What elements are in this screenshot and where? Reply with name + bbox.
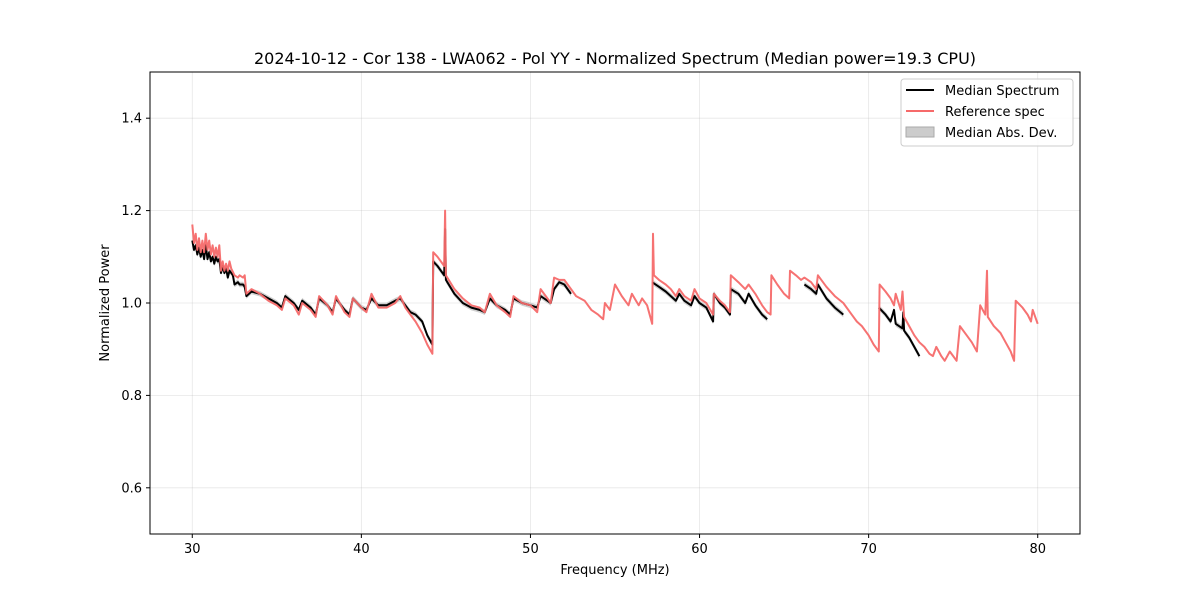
legend-box: [900, 78, 1074, 147]
y-axis-label: Normalized Power: [98, 244, 113, 362]
y-tick-label: 1.0: [121, 297, 142, 312]
y-axis-ticks: 0.6 0.8 1.0 1.2 1.4: [121, 112, 150, 496]
x-tick-label: 30: [184, 542, 201, 557]
x-tick-label: 50: [522, 542, 539, 557]
median-spectrum-line: [651, 281, 768, 323]
x-tick-label: 40: [353, 542, 370, 557]
reference-spec-line: [191, 209, 1039, 362]
y-tick-label: 1.2: [121, 204, 142, 219]
x-axis-ticks: 30 40 50 60 70 80: [184, 534, 1046, 557]
series-lines: [191, 209, 1039, 362]
legend-label-median: Median Spectrum: [945, 84, 1059, 99]
y-tick-label: 1.4: [121, 112, 142, 127]
median-spectrum-line: [803, 283, 844, 316]
x-tick-label: 60: [691, 542, 708, 557]
x-tick-label: 80: [1029, 542, 1046, 557]
x-tick-label: 70: [860, 542, 877, 557]
legend-label-reference: Reference spec: [945, 105, 1045, 120]
y-tick-label: 0.6: [121, 481, 142, 496]
legend: Median Spectrum Reference spec Median Ab…: [900, 78, 1074, 147]
median-spectrum-line: [878, 306, 921, 357]
chart-title: 2024-10-12 - Cor 138 - LWA062 - Pol YY -…: [254, 49, 976, 68]
x-axis-label: Frequency (MHz): [560, 563, 669, 578]
y-tick-label: 0.8: [121, 389, 142, 404]
legend-swatch-mad: [905, 126, 935, 138]
legend-label-mad: Median Abs. Dev.: [945, 126, 1057, 141]
